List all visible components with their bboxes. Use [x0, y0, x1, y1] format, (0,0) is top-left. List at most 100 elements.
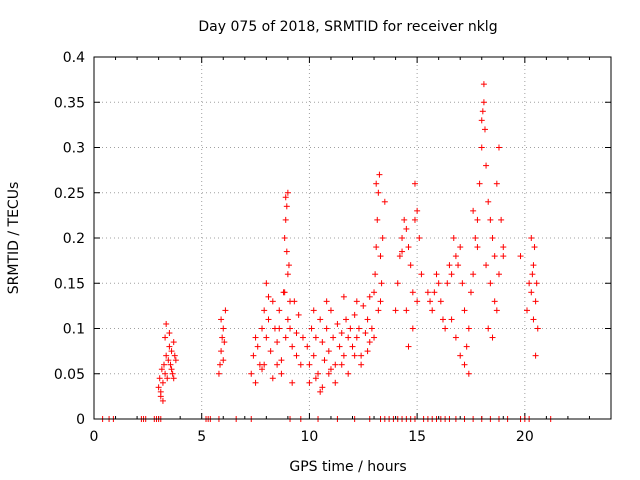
data-point: [523, 307, 530, 314]
data-point: [310, 352, 317, 359]
data-point: [171, 352, 178, 359]
data-point: [517, 253, 524, 260]
data-point: [378, 280, 385, 287]
plot-frame: [93, 56, 612, 420]
data-point: [330, 334, 337, 341]
data-point: [403, 225, 410, 232]
data-point: [500, 253, 507, 260]
data-point: [495, 271, 502, 278]
data-point: [405, 343, 412, 350]
data-point: [351, 311, 358, 318]
data-point: [480, 81, 487, 88]
data-point: [219, 334, 226, 341]
x-axis-label: GPS time / hours: [289, 459, 406, 475]
data-point: [485, 198, 492, 205]
data-point: [530, 316, 537, 323]
data-point: [221, 339, 228, 346]
data-point: [530, 262, 537, 269]
data-point: [470, 271, 477, 278]
data-point: [163, 352, 170, 359]
data-point: [338, 361, 345, 368]
data-point: [481, 126, 488, 133]
data-point: [287, 325, 294, 332]
data-point: [281, 235, 288, 241]
data-point: [293, 330, 300, 337]
data-point: [532, 352, 539, 359]
data-point: [493, 307, 500, 314]
data-point: [252, 334, 259, 341]
data-point: [289, 343, 296, 350]
data-point: [467, 289, 474, 296]
data-point: [381, 198, 388, 205]
data-point: [162, 334, 169, 341]
data-point: [155, 384, 162, 391]
data-point: [371, 289, 378, 296]
data-point: [285, 262, 292, 269]
data-point: [265, 293, 272, 300]
data-point: [498, 216, 505, 223]
data-point: [463, 343, 470, 350]
data-point: [157, 393, 164, 400]
data-point: [487, 216, 494, 223]
data-point: [371, 334, 378, 341]
data-point: [375, 307, 382, 314]
data-point: [362, 330, 369, 337]
data-point: [332, 379, 339, 386]
data-point: [170, 375, 177, 382]
data-point: [159, 379, 166, 386]
x-tick-label: 15: [408, 429, 426, 445]
data-point: [360, 302, 367, 309]
data-point: [304, 343, 311, 350]
data-point: [476, 180, 483, 187]
data-point: [366, 293, 373, 300]
data-point: [170, 339, 177, 346]
data-point: [215, 370, 222, 377]
data-point: [448, 316, 455, 323]
data-points: [99, 81, 554, 422]
data-point: [259, 366, 266, 373]
data-point: [308, 325, 315, 332]
data-point: [168, 366, 175, 373]
data-point: [218, 348, 225, 355]
data-point: [528, 289, 535, 296]
data-point: [261, 307, 268, 314]
data-point: [323, 325, 330, 332]
data-point: [336, 343, 343, 350]
data-point: [340, 293, 347, 300]
data-point: [526, 280, 533, 287]
data-point: [409, 325, 416, 332]
data-point: [282, 334, 289, 341]
data-point: [358, 361, 365, 368]
data-point: [489, 235, 496, 241]
data-point: [392, 307, 399, 314]
data-point: [483, 262, 490, 269]
data-point: [161, 361, 168, 368]
data-point: [379, 235, 386, 241]
data-point: [269, 298, 276, 305]
x-tick-label: 20: [516, 429, 534, 445]
data-point: [407, 262, 414, 269]
data-point: [427, 298, 434, 305]
data-point: [222, 307, 229, 314]
data-point: [372, 271, 379, 278]
data-point: [411, 216, 418, 223]
data-point: [470, 207, 477, 214]
data-point: [281, 289, 288, 296]
data-point: [374, 216, 381, 223]
data-point: [368, 325, 375, 332]
data-point: [306, 379, 313, 386]
data-point: [375, 189, 382, 196]
data-point: [405, 244, 412, 251]
data-point: [284, 316, 291, 323]
data-point: [465, 370, 472, 377]
data-point: [162, 370, 169, 377]
data-point: [355, 325, 362, 332]
data-point: [474, 244, 481, 251]
data-point: [364, 316, 371, 323]
data-point: [261, 361, 268, 368]
data-point: [409, 289, 416, 296]
data-point: [166, 330, 173, 337]
data-point: [321, 357, 328, 364]
data-point: [217, 361, 224, 368]
